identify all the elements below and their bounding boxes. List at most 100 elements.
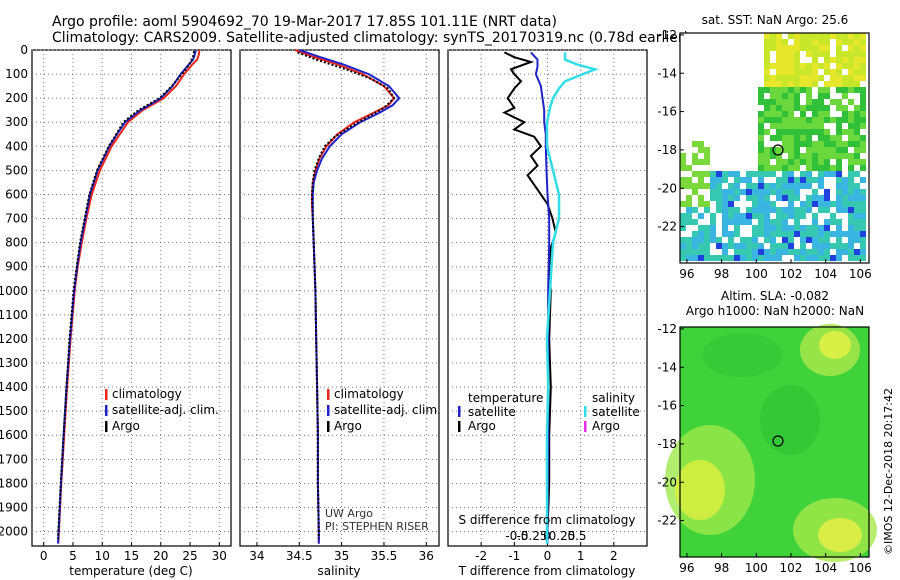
diff-legend-t-argo-label: Argo xyxy=(468,419,496,433)
sst-cell xyxy=(764,57,770,63)
sst-cell xyxy=(770,117,776,123)
sst-cell xyxy=(782,159,788,165)
sst-cell xyxy=(758,207,764,213)
sst-cell xyxy=(812,243,818,249)
sst-cell xyxy=(794,153,800,159)
sst-cell xyxy=(776,123,782,129)
s-diff-tick-label: -0.5 xyxy=(505,529,528,543)
sst-cell xyxy=(794,93,800,99)
sst-cell xyxy=(704,207,710,213)
sst-cell xyxy=(854,135,860,141)
sla-map-argo-position-marker xyxy=(772,435,784,447)
sst-cell xyxy=(836,231,842,237)
map-x-tick-label: 98 xyxy=(714,267,729,281)
sst-cell xyxy=(776,105,782,111)
sst-cell xyxy=(740,213,746,219)
sst-cell xyxy=(848,99,854,105)
sst-cell xyxy=(788,81,794,87)
sst-cell xyxy=(860,249,866,255)
sst-cell xyxy=(806,75,812,81)
sst-cell xyxy=(836,255,842,261)
sst-cell xyxy=(764,219,770,225)
sst-cell xyxy=(776,189,782,195)
sal-legend-argo-label: Argo xyxy=(334,419,362,433)
sst-cell xyxy=(800,129,806,135)
sst-cell xyxy=(758,201,764,207)
sst-cell xyxy=(794,105,800,111)
sst-cell xyxy=(788,237,794,243)
sst-cell xyxy=(812,75,818,81)
sst-cell xyxy=(824,33,830,39)
sst-cell xyxy=(830,117,836,123)
sst-cell xyxy=(830,135,836,141)
sst-cell xyxy=(752,255,758,261)
sst-cell xyxy=(842,207,848,213)
sst-cell xyxy=(692,171,698,177)
sst-cell xyxy=(812,159,818,165)
sst-cell xyxy=(698,243,704,249)
series-climatology-salinity xyxy=(294,49,396,544)
sst-cell xyxy=(734,195,740,201)
sst-cell xyxy=(800,249,806,255)
map-y-tick-label: -14 xyxy=(657,360,677,374)
sst-cell xyxy=(788,63,794,69)
sst-cell xyxy=(758,93,764,99)
sst-cell xyxy=(692,237,698,243)
sst-cell xyxy=(794,189,800,195)
sst-cell xyxy=(842,117,848,123)
sst-cell xyxy=(800,171,806,177)
sst-cell xyxy=(770,39,776,45)
sst-cell xyxy=(698,213,704,219)
depth-tick-label: 1300 xyxy=(0,356,28,370)
sst-cell xyxy=(848,129,854,135)
sst-cell xyxy=(680,159,686,165)
sst-cell xyxy=(806,123,812,129)
sst-cell xyxy=(776,147,782,153)
sst-cell xyxy=(860,57,866,63)
depth-tick-label: 300 xyxy=(5,115,28,129)
sst-cell xyxy=(782,93,788,99)
sst-cell xyxy=(734,189,740,195)
sst-cell xyxy=(740,219,746,225)
sst-cell xyxy=(794,135,800,141)
sst-cell xyxy=(782,189,788,195)
sst-cell xyxy=(860,255,866,261)
sst-cell xyxy=(746,237,752,243)
legend-argo-swatch xyxy=(105,421,108,432)
sst-cell xyxy=(776,207,782,213)
sst-cell xyxy=(830,201,836,207)
sst-cell xyxy=(776,243,782,249)
sst-cell xyxy=(812,153,818,159)
sst-cell xyxy=(818,33,824,39)
sst-cell xyxy=(776,93,782,99)
sst-cell xyxy=(818,153,824,159)
sst-cell xyxy=(680,183,686,189)
sst-cell xyxy=(812,237,818,243)
sst-cell xyxy=(686,243,692,249)
sst-cell xyxy=(854,147,860,153)
sst-cell xyxy=(740,255,746,261)
sst-cell xyxy=(698,141,704,147)
sst-cell xyxy=(764,63,770,69)
diff-legend-salinity-header: salinity xyxy=(592,391,635,405)
sst-cell xyxy=(848,57,854,63)
sst-cell xyxy=(788,135,794,141)
sst-cell xyxy=(836,45,842,51)
sst-cell xyxy=(824,225,830,231)
sst-cell xyxy=(836,207,842,213)
series-salinity-satellite-differences xyxy=(545,52,599,544)
sst-cell xyxy=(800,207,806,213)
sst-cell xyxy=(764,33,770,39)
sst-cell xyxy=(806,147,812,153)
sst-cell xyxy=(824,159,830,165)
sst-cell xyxy=(776,117,782,123)
sst-cell xyxy=(734,219,740,225)
sst-cell xyxy=(824,87,830,93)
sst-cell xyxy=(782,171,788,177)
sst-cell xyxy=(818,105,824,111)
sst-cell xyxy=(812,51,818,57)
depth-tick-label: 1700 xyxy=(0,452,28,466)
sst-cell xyxy=(848,45,854,51)
sst-cell xyxy=(848,111,854,117)
sst-cell xyxy=(776,195,782,201)
